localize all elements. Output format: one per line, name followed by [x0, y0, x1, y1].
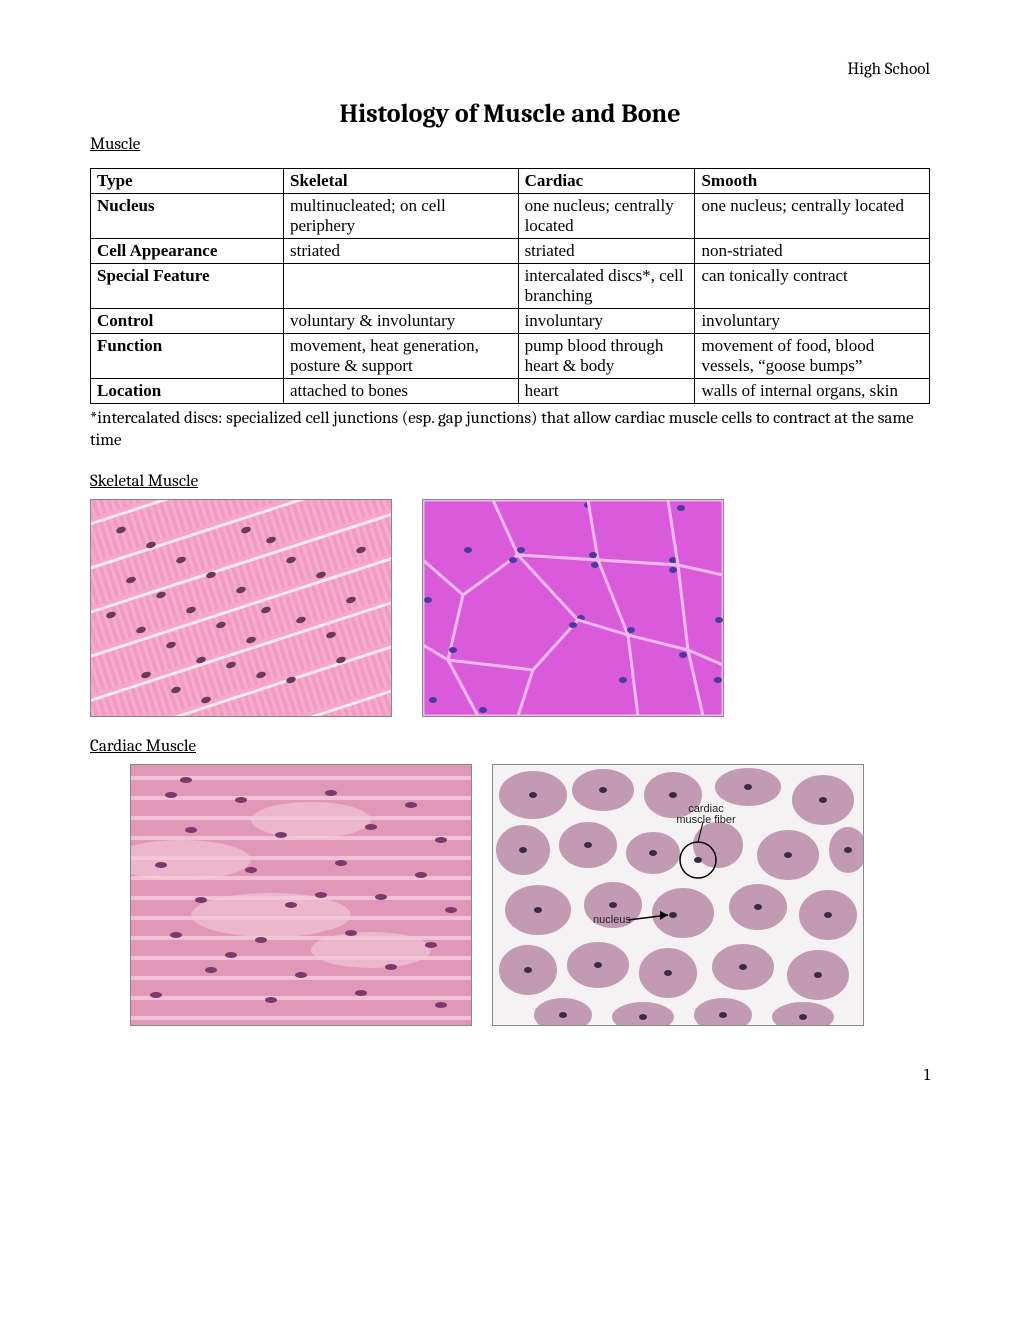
row-label: Function — [91, 334, 284, 379]
cell: pump blood through heart & body — [518, 334, 695, 379]
row-label: Cell Appearance — [91, 239, 284, 264]
cell: attached to bones — [284, 379, 519, 404]
row-label: Special Feature — [91, 264, 284, 309]
col-cardiac: Cardiac — [518, 169, 695, 194]
cell: one nucleus; centrally located — [695, 194, 930, 239]
table-row: Function movement, heat generation, post… — [91, 334, 930, 379]
cell: movement, heat generation, posture & sup… — [284, 334, 519, 379]
cell: heart — [518, 379, 695, 404]
table-row: Location attached to bones heart walls o… — [91, 379, 930, 404]
cell: intercalated discs*, cell branching — [518, 264, 695, 309]
row-label: Nucleus — [91, 194, 284, 239]
col-smooth: Smooth — [695, 169, 930, 194]
cell: involuntary — [695, 309, 930, 334]
skeletal-cross-section-image — [422, 499, 724, 717]
cell: one nucleus; centrally located — [518, 194, 695, 239]
skeletal-longitudinal-image — [90, 499, 392, 717]
muscle-comparison-table: Type Skeletal Cardiac Smooth Nucleus mul… — [90, 168, 930, 404]
table-row: Special Feature intercalated discs*, cel… — [91, 264, 930, 309]
cell: striated — [284, 239, 519, 264]
col-skeletal: Skeletal — [284, 169, 519, 194]
row-label: Location — [91, 379, 284, 404]
table-row: Nucleus multinucleated; on cell peripher… — [91, 194, 930, 239]
cell: striated — [518, 239, 695, 264]
section-muscle-label: Muscle — [90, 135, 930, 154]
cardiac-cross-container: cardiacmuscle fibernucleus — [492, 764, 864, 1026]
cardiac-muscle-label: Cardiac Muscle — [90, 737, 930, 756]
cell: voluntary & involuntary — [284, 309, 519, 334]
cardiac-cross-section-image: cardiacmuscle fibernucleus — [492, 764, 864, 1026]
col-type: Type — [91, 169, 284, 194]
header-level: High School — [90, 60, 930, 79]
table-header-row: Type Skeletal Cardiac Smooth — [91, 169, 930, 194]
footnote-intercalated: *intercalated discs: specialized cell ju… — [90, 408, 930, 452]
skeletal-image-row — [90, 499, 930, 717]
cardiac-longitudinal-image — [130, 764, 472, 1026]
skeletal-muscle-label: Skeletal Muscle — [90, 472, 930, 491]
table-row: Control voluntary & involuntary involunt… — [91, 309, 930, 334]
cell: multinucleated; on cell periphery — [284, 194, 519, 239]
cell: movement of food, blood vessels, “goose … — [695, 334, 930, 379]
cell: involuntary — [518, 309, 695, 334]
cell: walls of internal organs, skin — [695, 379, 930, 404]
cell: non-striated — [695, 239, 930, 264]
page-title: Histology of Muscle and Bone — [90, 99, 930, 129]
svg-text:nucleus: nucleus — [593, 914, 631, 926]
table-row: Cell Appearance striated striated non-st… — [91, 239, 930, 264]
page-number: 1 — [90, 1066, 930, 1085]
cell: can tonically contract — [695, 264, 930, 309]
row-label: Control — [91, 309, 284, 334]
cell — [284, 264, 519, 309]
cardiac-image-row: cardiacmuscle fibernucleus — [130, 764, 930, 1026]
